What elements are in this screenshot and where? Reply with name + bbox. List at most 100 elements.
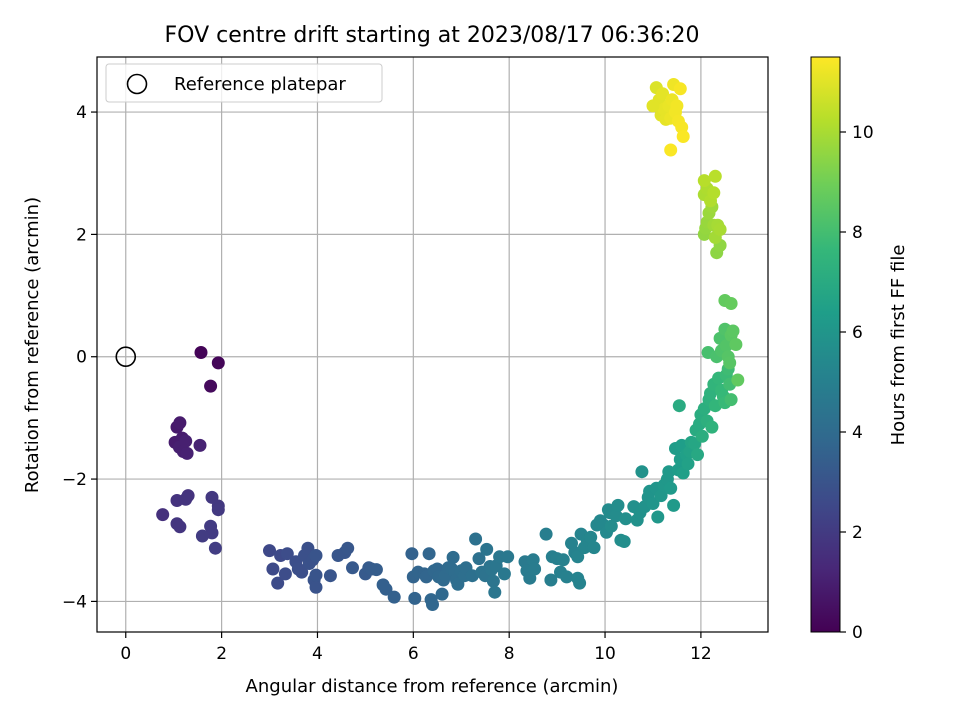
y-tick-label: 4: [76, 103, 87, 123]
reference-point-marker: [115, 346, 137, 368]
data-point: [472, 552, 486, 566]
x-axis-ticks: 0 2 4 6 8 10 12: [120, 632, 712, 664]
y-tick-label: −2: [62, 470, 87, 490]
data-point: [173, 520, 187, 534]
data-point: [208, 541, 222, 555]
data-point: [697, 174, 711, 188]
data-point: [656, 87, 670, 101]
data-point: [435, 587, 449, 601]
data-point: [173, 416, 187, 430]
data-point: [341, 541, 355, 555]
x-tick-label: 0: [120, 644, 131, 664]
data-point: [204, 379, 218, 393]
chart-title: FOV centre drift starting at 2023/08/17 …: [165, 23, 700, 48]
y-tick-label: −4: [62, 592, 87, 612]
data-point: [193, 438, 207, 452]
x-tick-label: 2: [216, 644, 227, 664]
data-point: [179, 434, 193, 448]
data-point: [662, 465, 676, 479]
data-point: [480, 542, 494, 556]
legend: Reference platepar: [105, 63, 383, 103]
data-point: [408, 591, 422, 605]
data-point: [573, 576, 587, 590]
grid-lines: [97, 57, 768, 632]
data-point: [405, 547, 419, 561]
x-tick-label: 6: [408, 644, 419, 664]
x-axis-label: Angular distance from reference (arcmin): [246, 676, 619, 697]
data-points: [156, 78, 745, 611]
data-point: [469, 532, 483, 546]
colorbar: [810, 56, 841, 633]
data-point: [497, 567, 511, 581]
data-point: [295, 565, 309, 579]
data-point: [691, 448, 704, 462]
data-point: [211, 356, 225, 370]
data-point: [672, 399, 686, 413]
plot-frame: [96, 56, 769, 633]
data-point: [323, 569, 337, 583]
x-tick-label: 4: [312, 644, 323, 664]
colorbar-tick-label: 0: [852, 623, 863, 643]
data-point: [729, 338, 743, 351]
data-point: [263, 544, 276, 558]
data-point: [726, 324, 740, 338]
data-point: [619, 512, 633, 526]
data-point: [654, 489, 668, 503]
data-point: [673, 82, 687, 96]
data-point: [646, 99, 660, 113]
data-point: [723, 356, 737, 370]
data-point: [488, 585, 502, 599]
data-point: [211, 503, 225, 517]
data-point: [731, 373, 745, 387]
data-point: [194, 346, 208, 359]
data-point: [713, 223, 727, 236]
data-point: [539, 527, 553, 541]
colorbar-tick-label: 6: [852, 323, 863, 343]
data-point: [556, 553, 570, 567]
y-axis-ticks: −4 −2 0 2 4: [62, 103, 97, 612]
legend-label: Reference platepar: [174, 74, 346, 95]
data-point: [604, 519, 618, 533]
data-point: [271, 576, 285, 590]
data-point: [664, 143, 678, 157]
data-point: [646, 497, 660, 510]
data-point: [379, 582, 393, 596]
data-point: [667, 498, 681, 512]
colorbar-tick-label: 8: [852, 223, 863, 243]
data-point: [664, 481, 678, 495]
data-point: [309, 580, 323, 594]
data-point: [195, 529, 209, 543]
colorbar-label: Hours from first FF file: [888, 245, 909, 446]
legend-marker-open-circle: [126, 73, 148, 95]
y-axis-label: Rotation from reference (arcmin): [22, 197, 43, 493]
data-point: [724, 297, 738, 310]
data-point: [387, 590, 401, 604]
data-point: [486, 574, 500, 588]
legend-box: [105, 63, 383, 103]
data-point: [695, 429, 709, 443]
data-point: [280, 547, 294, 561]
data-point: [426, 598, 439, 611]
data-point: [180, 446, 194, 460]
data-point: [707, 186, 721, 200]
data-point: [635, 465, 649, 479]
colorbar-tick-label: 10: [852, 123, 874, 143]
x-tick-label: 10: [594, 644, 616, 664]
data-point: [611, 498, 625, 512]
data-point: [501, 550, 515, 564]
data-point: [369, 563, 383, 577]
data-point: [724, 393, 738, 407]
data-point: [651, 510, 665, 524]
data-point: [571, 550, 585, 564]
data-point: [309, 568, 323, 582]
colorbar-ticks: 0 2 4 6 8 10: [840, 123, 874, 643]
data-point: [670, 99, 684, 113]
data-point: [528, 562, 542, 576]
y-tick-label: 2: [76, 225, 87, 245]
data-point: [584, 530, 598, 544]
data-point: [587, 541, 601, 555]
x-tick-label: 8: [504, 644, 515, 664]
data-point: [309, 549, 323, 562]
data-point: [560, 570, 574, 584]
